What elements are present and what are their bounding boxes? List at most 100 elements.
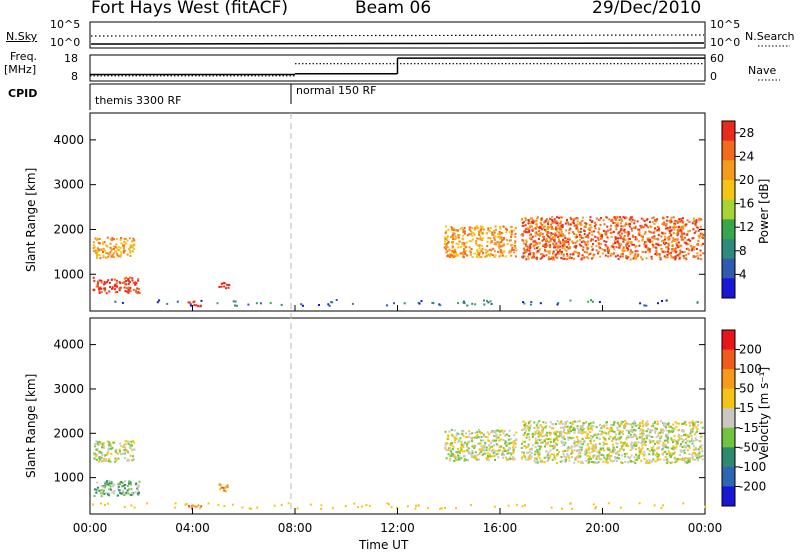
scatter-cell bbox=[562, 253, 565, 256]
scatter-cell bbox=[467, 447, 470, 450]
scatter-cell bbox=[625, 436, 628, 439]
scatter-cell bbox=[629, 216, 632, 219]
scatter-cell bbox=[669, 452, 671, 455]
scatter-cell bbox=[658, 229, 661, 232]
scatter-cell bbox=[643, 220, 646, 222]
scatter-cell bbox=[677, 225, 680, 228]
scatter-cell bbox=[625, 429, 628, 432]
scatter-cell bbox=[95, 237, 98, 240]
scatter-cell bbox=[536, 451, 539, 453]
scatter-cell bbox=[447, 435, 450, 438]
scatter-cell bbox=[573, 445, 576, 448]
scatter-cell bbox=[580, 461, 582, 464]
scatter-cell bbox=[667, 236, 670, 239]
scatter-cell bbox=[520, 233, 523, 236]
scatter-cell bbox=[511, 441, 514, 444]
scatter-cell bbox=[540, 438, 543, 441]
scatter-cell bbox=[493, 455, 496, 457]
scatter-cell bbox=[234, 304, 236, 307]
scatter-cell bbox=[479, 238, 482, 241]
scatter-cell bbox=[93, 279, 96, 282]
scatter-cell bbox=[566, 253, 569, 256]
scatter-cell bbox=[107, 447, 110, 450]
scatter-cell bbox=[686, 449, 689, 452]
scatter-cell bbox=[542, 254, 545, 257]
scatter-cell bbox=[193, 304, 196, 307]
scatter-cell bbox=[318, 304, 320, 306]
scatter-cell bbox=[207, 502, 210, 505]
scatter-cell bbox=[451, 255, 454, 258]
scatter-cell bbox=[92, 247, 95, 249]
scatter-cell bbox=[100, 485, 103, 488]
scatter-cell bbox=[567, 430, 570, 433]
scatter-cell bbox=[672, 216, 675, 219]
velocity-scatter bbox=[92, 420, 707, 510]
scatter-cell bbox=[471, 449, 474, 452]
scatter-cell bbox=[542, 227, 545, 230]
scatter-cell bbox=[94, 442, 97, 445]
scatter-cell bbox=[476, 454, 479, 456]
scatter-cell bbox=[590, 437, 593, 440]
scatter-cell bbox=[561, 223, 564, 226]
scatter-cell bbox=[558, 232, 561, 235]
scatter-cell bbox=[608, 453, 610, 456]
scatter-cell bbox=[495, 243, 498, 246]
scatter-cell bbox=[510, 453, 513, 456]
scatter-cell bbox=[115, 282, 118, 285]
scatter-cell bbox=[617, 423, 620, 426]
scatter-cell bbox=[497, 235, 500, 238]
scatter-cell bbox=[613, 248, 616, 251]
scatter-cell bbox=[654, 430, 657, 432]
scatter-cell bbox=[587, 257, 590, 260]
scatter-cell bbox=[445, 230, 448, 233]
scatter-cell bbox=[129, 246, 132, 249]
scatter-cell bbox=[120, 445, 123, 448]
scatter-cell bbox=[123, 286, 126, 289]
scatter-cell bbox=[479, 442, 482, 445]
scatter-cell bbox=[569, 223, 572, 226]
scatter-cell bbox=[105, 481, 108, 484]
scatter-cell bbox=[487, 236, 490, 239]
scatter-cell bbox=[576, 444, 579, 447]
scatter-cell bbox=[564, 432, 566, 434]
scatter-cell bbox=[694, 222, 697, 225]
scatter-cell bbox=[673, 232, 675, 235]
scatter-cell bbox=[503, 430, 506, 433]
scatter-cell bbox=[613, 217, 616, 220]
scatter-cell bbox=[125, 491, 128, 494]
scatter-cell bbox=[484, 446, 486, 449]
scatter-cell bbox=[576, 455, 579, 458]
scatter-cell bbox=[448, 248, 451, 251]
scatter-cell bbox=[625, 438, 628, 441]
scatter-cell bbox=[543, 461, 546, 464]
scatter-cell bbox=[483, 452, 486, 455]
scatter-cell bbox=[538, 234, 541, 236]
scatter-cell bbox=[611, 245, 614, 248]
scatter-cell bbox=[629, 433, 632, 436]
scatter-cell bbox=[549, 441, 552, 444]
scatter-cell bbox=[567, 237, 570, 240]
scatter-cell bbox=[585, 448, 588, 451]
scatter-cell bbox=[532, 255, 534, 258]
scatter-cell bbox=[129, 251, 132, 254]
scatter-cell bbox=[618, 432, 621, 435]
scatter-cell bbox=[544, 421, 547, 424]
scatter-cell bbox=[597, 242, 600, 245]
scatter-cell bbox=[606, 225, 609, 228]
scatter-cell bbox=[654, 246, 657, 249]
scatter-cell bbox=[119, 450, 121, 453]
scatter-cell bbox=[687, 243, 690, 246]
scatter-cell bbox=[697, 454, 700, 457]
scatter-cell bbox=[567, 243, 570, 246]
scatter-cell bbox=[521, 456, 524, 459]
scatter-cell bbox=[104, 503, 106, 506]
scatter-cell bbox=[120, 492, 123, 495]
scatter-cell bbox=[575, 217, 578, 220]
scatter-cell bbox=[510, 244, 513, 247]
scatter-cell bbox=[522, 428, 525, 431]
scatter-cell bbox=[453, 251, 455, 254]
scatter-cell bbox=[506, 228, 508, 231]
scatter-cell bbox=[597, 456, 600, 458]
scatter-cell bbox=[464, 246, 467, 249]
scatter-cell bbox=[118, 289, 121, 292]
